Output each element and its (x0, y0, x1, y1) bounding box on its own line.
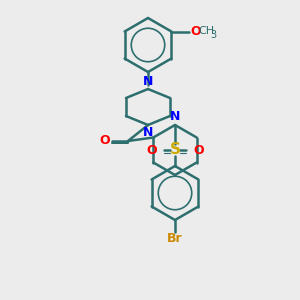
Text: N: N (143, 75, 153, 88)
Text: N: N (143, 126, 153, 139)
Text: 3: 3 (210, 29, 217, 40)
Text: O: O (193, 143, 204, 157)
Text: N: N (170, 110, 180, 123)
Text: S: S (169, 142, 181, 158)
Text: CH: CH (198, 26, 214, 37)
Text: O: O (146, 143, 157, 157)
Text: Br: Br (167, 232, 183, 245)
Text: O: O (100, 134, 110, 146)
Text: O: O (190, 25, 201, 38)
